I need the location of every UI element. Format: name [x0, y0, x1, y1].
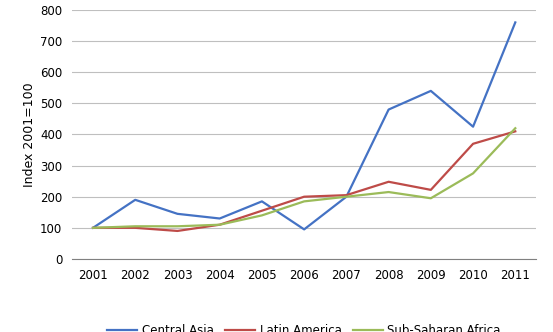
Central Asia — [90, 226, 96, 230]
Latin America — [216, 223, 223, 227]
Latin America — [385, 180, 392, 184]
Central Asia — [132, 198, 139, 202]
Latin America — [174, 229, 181, 233]
Central Asia — [216, 216, 223, 220]
Sub-Saharan Africa — [343, 195, 349, 199]
Latin America — [343, 193, 349, 197]
Central Asia — [174, 212, 181, 216]
Central Asia — [259, 200, 265, 204]
Sub-Saharan Africa — [469, 171, 476, 175]
Central Asia — [343, 195, 349, 199]
Central Asia — [385, 108, 392, 112]
Line: Sub-Saharan Africa: Sub-Saharan Africa — [93, 128, 515, 228]
Sub-Saharan Africa — [427, 196, 434, 200]
Sub-Saharan Africa — [259, 213, 265, 217]
Central Asia — [469, 125, 476, 129]
Sub-Saharan Africa — [216, 223, 223, 227]
Line: Central Asia: Central Asia — [93, 23, 515, 229]
Latin America — [427, 188, 434, 192]
Sub-Saharan Africa — [174, 224, 181, 228]
Sub-Saharan Africa — [132, 224, 139, 228]
Sub-Saharan Africa — [301, 200, 307, 204]
Sub-Saharan Africa — [512, 126, 519, 130]
Y-axis label: Index 2001=100: Index 2001=100 — [23, 82, 36, 187]
Central Asia — [512, 21, 519, 25]
Legend: Central Asia, Latin America, Sub-Saharan Africa: Central Asia, Latin America, Sub-Saharan… — [103, 320, 505, 332]
Sub-Saharan Africa — [90, 226, 96, 230]
Latin America — [132, 226, 139, 230]
Central Asia — [301, 227, 307, 231]
Central Asia — [427, 89, 434, 93]
Latin America — [469, 142, 476, 146]
Sub-Saharan Africa — [385, 190, 392, 194]
Line: Latin America: Latin America — [93, 131, 515, 231]
Latin America — [259, 209, 265, 213]
Latin America — [90, 226, 96, 230]
Latin America — [301, 195, 307, 199]
Latin America — [512, 129, 519, 133]
